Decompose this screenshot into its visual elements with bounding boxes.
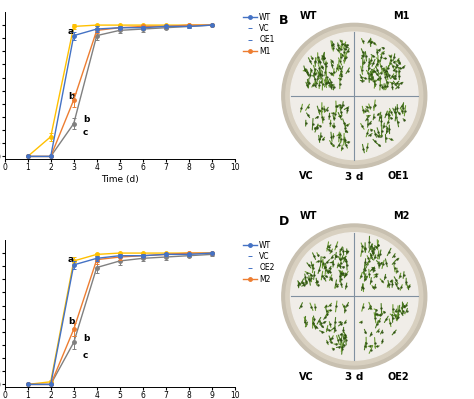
Text: a: a xyxy=(68,27,74,36)
Text: c: c xyxy=(83,351,88,360)
Text: M2: M2 xyxy=(393,211,409,221)
Text: VC: VC xyxy=(299,371,314,381)
Text: 3 d: 3 d xyxy=(345,372,364,382)
Legend: WT, VC, OE2, M2: WT, VC, OE2, M2 xyxy=(243,241,274,284)
Text: M1: M1 xyxy=(393,11,409,21)
Text: b: b xyxy=(83,334,89,343)
Text: VC: VC xyxy=(299,171,314,181)
Circle shape xyxy=(286,228,423,365)
Text: b: b xyxy=(83,115,89,124)
Text: OE2: OE2 xyxy=(388,371,409,381)
Text: b: b xyxy=(68,91,74,101)
Circle shape xyxy=(286,28,423,164)
Text: WT: WT xyxy=(299,211,317,221)
Text: 3 d: 3 d xyxy=(345,172,364,182)
Circle shape xyxy=(282,24,427,168)
Circle shape xyxy=(291,233,418,360)
Legend: WT, VC, OE1, M1: WT, VC, OE1, M1 xyxy=(243,13,274,56)
Circle shape xyxy=(291,32,418,160)
X-axis label: Time (d): Time (d) xyxy=(101,175,138,184)
Text: B: B xyxy=(279,14,289,27)
Circle shape xyxy=(282,224,427,369)
Text: OE1: OE1 xyxy=(388,171,409,181)
Text: a: a xyxy=(68,255,74,264)
Text: WT: WT xyxy=(299,11,317,21)
Text: D: D xyxy=(279,215,290,227)
Text: b: b xyxy=(68,317,74,326)
Text: c: c xyxy=(83,128,88,137)
